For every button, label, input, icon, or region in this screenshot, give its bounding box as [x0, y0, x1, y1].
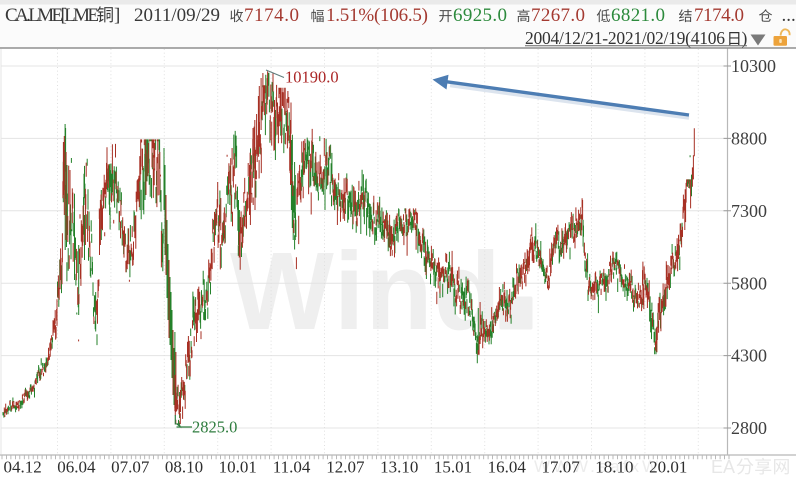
svg-text:10300: 10300 — [731, 56, 776, 76]
svg-text:): ) — [742, 28, 748, 48]
svg-text:13.10: 13.10 — [380, 458, 418, 477]
svg-text:18.10: 18.10 — [595, 458, 633, 477]
svg-text:20.01: 20.01 — [649, 458, 687, 477]
svg-text:...: ... — [782, 5, 796, 26]
svg-text:8800: 8800 — [731, 129, 767, 149]
svg-text:2800: 2800 — [731, 418, 767, 438]
svg-text:CA.LME[LME: CA.LME[LME — [5, 5, 99, 26]
svg-text:6925.0: 6925.0 — [453, 5, 507, 26]
svg-text:6821.0: 6821.0 — [611, 5, 665, 26]
svg-text:4300: 4300 — [731, 346, 767, 366]
svg-text:06.04: 06.04 — [57, 458, 96, 477]
svg-text:12.07: 12.07 — [326, 458, 365, 477]
svg-text:Wind: Wind — [230, 230, 502, 353]
svg-text:2004/12/21-2021/02/19(4106: 2004/12/21-2021/02/19(4106 — [525, 28, 725, 48]
svg-text:16.04: 16.04 — [488, 458, 527, 477]
svg-text:5800: 5800 — [731, 273, 767, 293]
svg-text:7174.0: 7174.0 — [694, 5, 744, 26]
svg-text:EA: EA — [711, 457, 735, 477]
svg-text:7300: 7300 — [731, 201, 767, 221]
svg-text:17.07: 17.07 — [541, 458, 580, 477]
svg-text:11.04: 11.04 — [273, 458, 311, 477]
svg-text:08.10: 08.10 — [165, 458, 203, 477]
svg-text:2825.0: 2825.0 — [192, 418, 237, 437]
svg-text:10190.0: 10190.0 — [285, 68, 339, 87]
svg-text:]: ] — [114, 5, 120, 26]
svg-text:10.01: 10.01 — [219, 458, 257, 477]
svg-text:2011/09/29: 2011/09/29 — [134, 5, 220, 26]
svg-text:15.01: 15.01 — [434, 458, 472, 477]
svg-text:1.51%(106.5): 1.51%(106.5) — [326, 5, 428, 26]
svg-text:7174.0: 7174.0 — [244, 5, 299, 26]
svg-text:7267.0: 7267.0 — [531, 5, 585, 26]
svg-text:07.07: 07.07 — [111, 458, 150, 477]
svg-text:04.12: 04.12 — [3, 458, 41, 477]
